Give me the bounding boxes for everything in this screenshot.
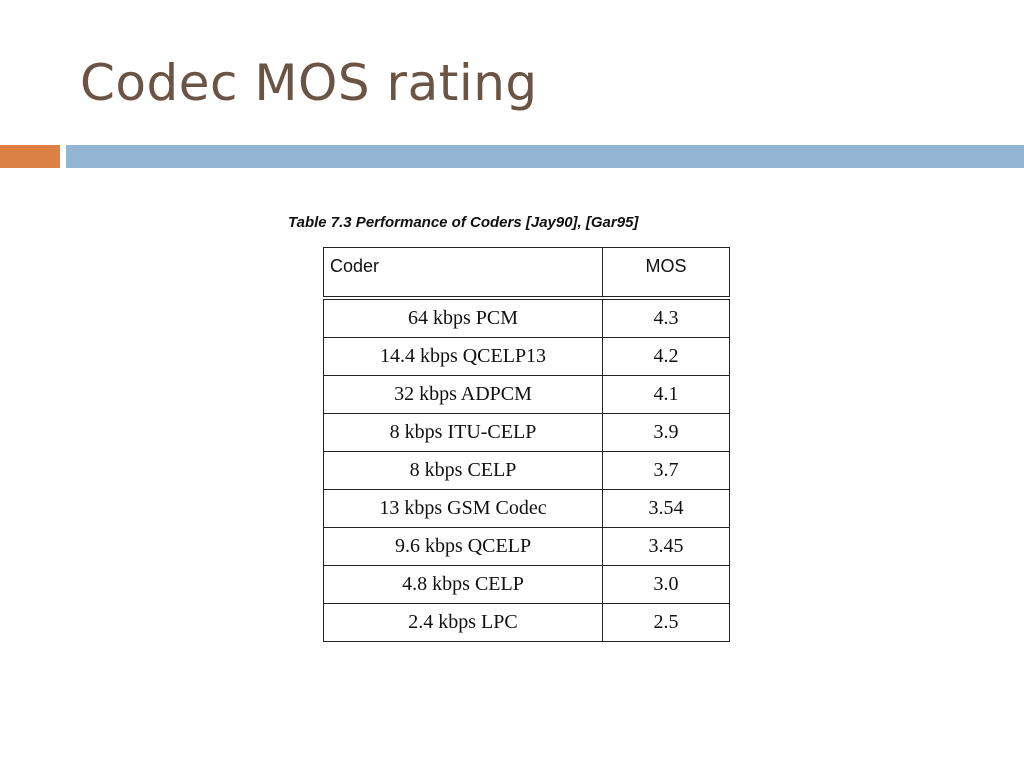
accent-bar-orange [0, 145, 60, 168]
coder-cell: 8 kbps CELP [323, 451, 603, 490]
mos-cell: 3.7 [602, 451, 730, 490]
table-caption: Table 7.3 Performance of Coders [Jay90],… [288, 214, 639, 231]
coder-cell: 8 kbps ITU-CELP [323, 413, 603, 452]
mos-cell: 3.0 [602, 565, 730, 604]
table-row: 64 kbps PCM 4.3 [323, 297, 730, 338]
table-row: 2.4 kbps LPC 2.5 [323, 603, 730, 642]
coder-cell: 9.6 kbps QCELP [323, 527, 603, 566]
mos-cell: 4.2 [602, 337, 730, 376]
mos-cell: 2.5 [602, 603, 730, 642]
table-row: 32 kbps ADPCM 4.1 [323, 375, 730, 414]
table-row: 8 kbps CELP 3.7 [323, 451, 730, 490]
table-row: 4.8 kbps CELP 3.0 [323, 565, 730, 604]
coder-cell: 13 kbps GSM Codec [323, 489, 603, 528]
mos-cell: 4.3 [602, 297, 730, 338]
coder-cell: 32 kbps ADPCM [323, 375, 603, 414]
coder-cell: 14.4 kbps QCELP13 [323, 337, 603, 376]
table-row: 9.6 kbps QCELP 3.45 [323, 527, 730, 566]
table-row: 14.4 kbps QCELP13 4.2 [323, 337, 730, 376]
coder-cell: 2.4 kbps LPC [323, 603, 603, 642]
coder-performance-table: Coder MOS 64 kbps PCM 4.3 14.4 kbps QCEL… [323, 247, 730, 642]
table-header-row: Coder MOS [323, 247, 730, 300]
slide-title: Codec MOS rating [80, 54, 538, 112]
table-row: 13 kbps GSM Codec 3.54 [323, 489, 730, 528]
mos-cell: 3.9 [602, 413, 730, 452]
coder-cell: 4.8 kbps CELP [323, 565, 603, 604]
mos-cell: 3.54 [602, 489, 730, 528]
mos-cell: 3.45 [602, 527, 730, 566]
mos-cell: 4.1 [602, 375, 730, 414]
table-row: 8 kbps ITU-CELP 3.9 [323, 413, 730, 452]
accent-bar-blue [66, 145, 1024, 168]
header-mos: MOS [602, 247, 730, 300]
coder-cell: 64 kbps PCM [323, 297, 603, 338]
header-coder: Coder [323, 247, 603, 300]
